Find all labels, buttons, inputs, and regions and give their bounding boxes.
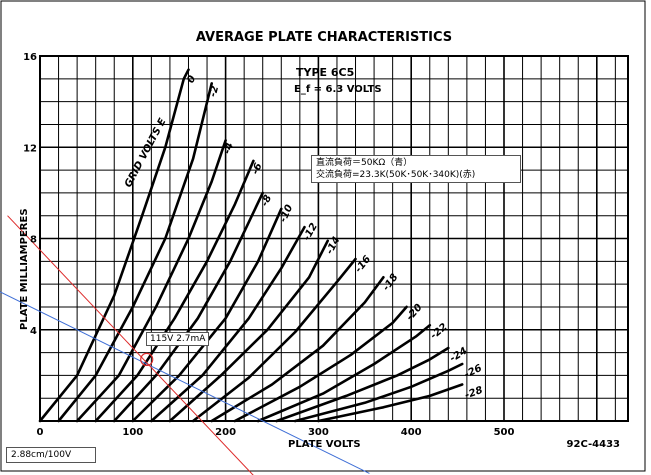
curve-label: -22 [429,322,450,342]
curve-grid-minus-2 [57,82,213,423]
x-tick-label: 400 [401,427,422,438]
curve-label: -10 [278,203,295,224]
x-tick-label: 300 [308,427,329,438]
curve-grid-0 [38,68,190,423]
curve-label: -18 [381,272,401,293]
curve-grid-minus-16 [191,257,357,423]
scale-note: 2.88cm/100V [6,447,96,463]
catalog-code: 92C-4433 [567,439,621,450]
y-tick-label: 8 [30,235,37,246]
curve-label: -16 [353,254,373,275]
y-axis-label: PLATE MILLIAMPERES [19,208,30,330]
curve-grid-minus-20 [233,305,408,423]
operating-point-marker [140,352,154,367]
y-tick-label: 4 [30,326,37,337]
curve-grid-minus-26 [293,362,464,423]
curve-grid-minus-10 [131,207,283,423]
ac-load-note: 交流負荷=23.3K(50K･50K･340K)(赤) [316,170,476,180]
grid-volts-caption: GRID VOLTS E [123,117,169,190]
curve-grid-minus-24 [275,346,450,423]
heater-voltage-label: E_f = 6.3 VOLTS [294,84,382,95]
curve-label: -24 [448,346,469,365]
dc-load-line [0,291,370,474]
curve-grid-minus-22 [256,323,432,423]
curve-grid-minus-6 [94,159,255,423]
ac-load-line [7,215,254,475]
x-tick-label: 500 [494,427,515,438]
x-tick-label: 0 [37,427,44,438]
x-tick-label: 100 [122,427,143,438]
curve-grid-minus-12 [150,225,306,423]
x-tick-label: 200 [215,427,236,438]
x-axis-label: PLATE VOLTS [288,439,361,450]
curve-grid-minus-18 [210,276,385,423]
curve-grid-minus-14 [168,239,329,423]
curve-label: -12 [302,221,320,242]
curve-label: -4 [222,141,236,155]
curve-grid-minus-4 [75,139,227,423]
curve-label: -20 [405,302,425,323]
curve-grid-minus-8 [112,191,264,423]
curve-label: -2 [208,85,221,98]
curve-label: -6 [250,162,265,177]
curve-label: -8 [259,193,274,208]
dc-load-note: 直流負荷＝50KΩ（青） [316,158,413,168]
y-tick-label: 12 [23,143,37,154]
curve-label: 0 [185,74,198,85]
load-line-note: 直流負荷＝50KΩ（青） 交流負荷=23.3K(50K･50K･340K)(赤) [311,155,521,183]
operating-point-note: 115V 2.7mA [146,332,210,346]
curve-grid-minus-28 [317,383,464,423]
chart-title: AVERAGE PLATE CHARACTERISTICS [196,30,452,45]
curve-label: -26 [463,363,484,381]
y-tick-label: 16 [23,52,37,63]
tube-type-label: TYPE 6C5 [296,66,354,79]
